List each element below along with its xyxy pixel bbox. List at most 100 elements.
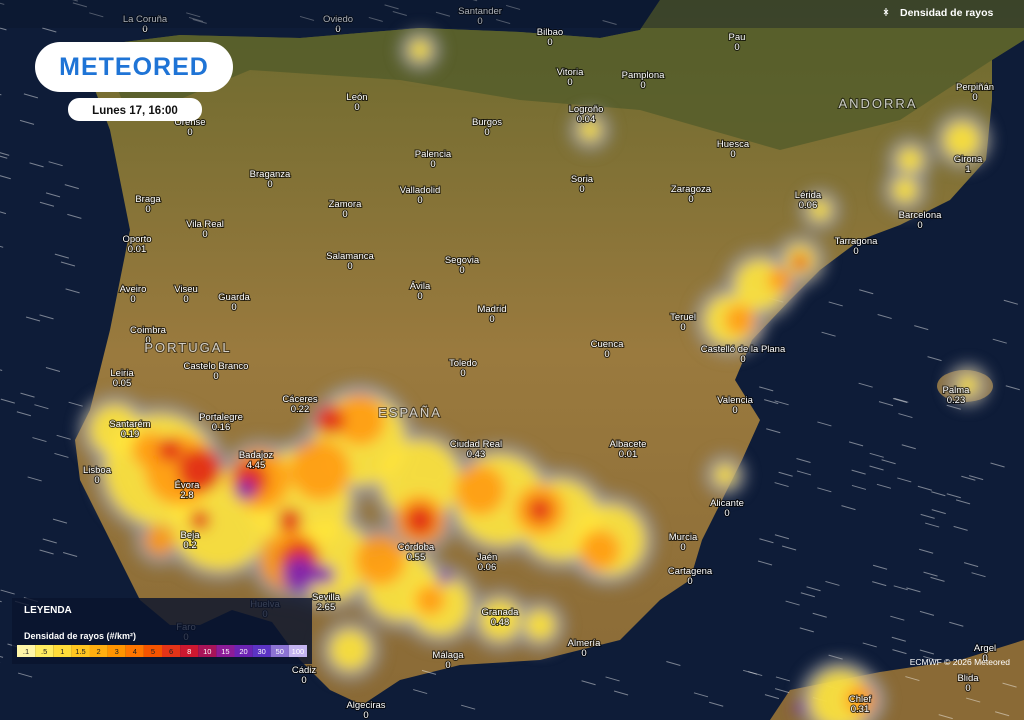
city-name: Girona [954,154,983,165]
wind-streak [759,538,774,544]
city-value: 0 [202,229,207,240]
city-value: 0 [579,184,584,195]
wind-streak [919,610,935,616]
city-name: Segovia [445,255,480,266]
wind-streak [0,589,15,595]
wind-streak [89,12,104,18]
lightning-density [78,28,992,720]
legend-swatch [252,645,271,657]
layer-title: Densidad de rayos [900,7,994,19]
city-value: 0 [354,102,359,113]
wind-streak [872,564,888,570]
wind-streak [0,2,5,5]
wind-streak [759,386,774,392]
city-value: 0.05 [113,378,132,389]
wind-streak [0,175,11,180]
wind-streak [709,701,724,707]
city-value: 0 [917,220,922,231]
wind-streak [881,459,896,465]
wind-streak [953,525,968,531]
city-name: Oviedo [323,14,353,25]
wind-streak [0,152,10,156]
legend-bar: .1 .5 1 1.5 2 3 4 5 6 8 10 15 20 30 50 100 [17,645,307,657]
wind-streak [774,534,790,540]
storm-cell [810,200,830,220]
wind-streak [897,477,912,483]
wind-streak [72,2,88,8]
wind-streak [781,545,797,551]
wind-streak [764,399,779,405]
storm-cell [845,685,875,715]
legend-title: LEYENDA [24,605,72,616]
storm-cell [715,465,735,485]
city-name: Santander [458,6,502,17]
storm-cell [580,530,620,570]
wind-streak [905,676,920,682]
wind-streak [858,382,873,388]
legend-swatch [198,645,217,657]
legend-tick: .1 [23,647,29,656]
city-value: 0.01 [619,449,638,460]
wind-streak [62,551,78,557]
legend-tick: 10 [203,647,211,656]
wind-streak [20,392,35,398]
wind-streak [963,562,979,568]
wind-streak [927,356,942,362]
wind-streak [56,434,71,440]
city-name: Valladolid [400,185,441,196]
wind-streak [931,491,946,497]
city-value: 0.22 [291,404,310,415]
city-name: Chlef [849,694,872,705]
city-value: 0 [972,92,977,103]
layer-icon [883,8,889,16]
city-value: 0 [740,354,745,365]
wind-streak [966,697,981,703]
legend-tick: 2 [96,647,100,656]
city-name: Cáceres [282,394,318,405]
storm-cell [792,254,808,270]
storm-cell [335,395,385,445]
wind-streak [938,714,953,720]
city-value: 0 [145,204,150,215]
legend-swatch [162,645,181,657]
wind-streak [299,15,315,21]
city-value: 0 [347,261,352,272]
legend-swatch [216,645,235,657]
legend-tick: 30 [258,647,266,656]
legend-swatch [143,645,162,657]
wind-streak [0,155,8,159]
city-name: Lisboa [83,465,112,476]
wind-streak [774,482,789,488]
time-pill [68,98,202,121]
city-value: 0 [94,475,99,486]
land-green-north [100,0,1024,150]
storm-cell [278,508,302,532]
city-name: Portalegre [199,412,243,423]
wind-streak [0,655,4,658]
city-name: Palma [943,385,971,396]
wind-streak [898,413,913,419]
wind-streak [817,487,832,493]
city-value: 0 [183,294,188,305]
wind-streak [23,93,39,99]
city-value: 0.2 [183,540,196,551]
wind-streak [435,11,451,17]
city-value: 0 [363,710,368,720]
wind-streak [42,27,57,33]
city-name: Beja [180,530,200,541]
wind-streak [19,119,35,125]
city-value: 0 [730,149,735,160]
city-name: Cuenca [591,339,624,350]
city-name: Lérida [795,190,822,201]
wind-streak [742,669,758,675]
wind-streak [990,462,1005,468]
city-name: Ciudad Real [450,439,502,450]
wind-streak [778,471,793,477]
legend-tick: 1 [60,647,64,656]
wind-streak [914,325,929,331]
wind-streak [45,366,61,372]
credit: ECMWF © 2026 Meteored [910,657,1011,667]
wind-streak [17,672,33,678]
legend-tick: 6 [169,647,173,656]
city-value: 0 [460,368,465,379]
